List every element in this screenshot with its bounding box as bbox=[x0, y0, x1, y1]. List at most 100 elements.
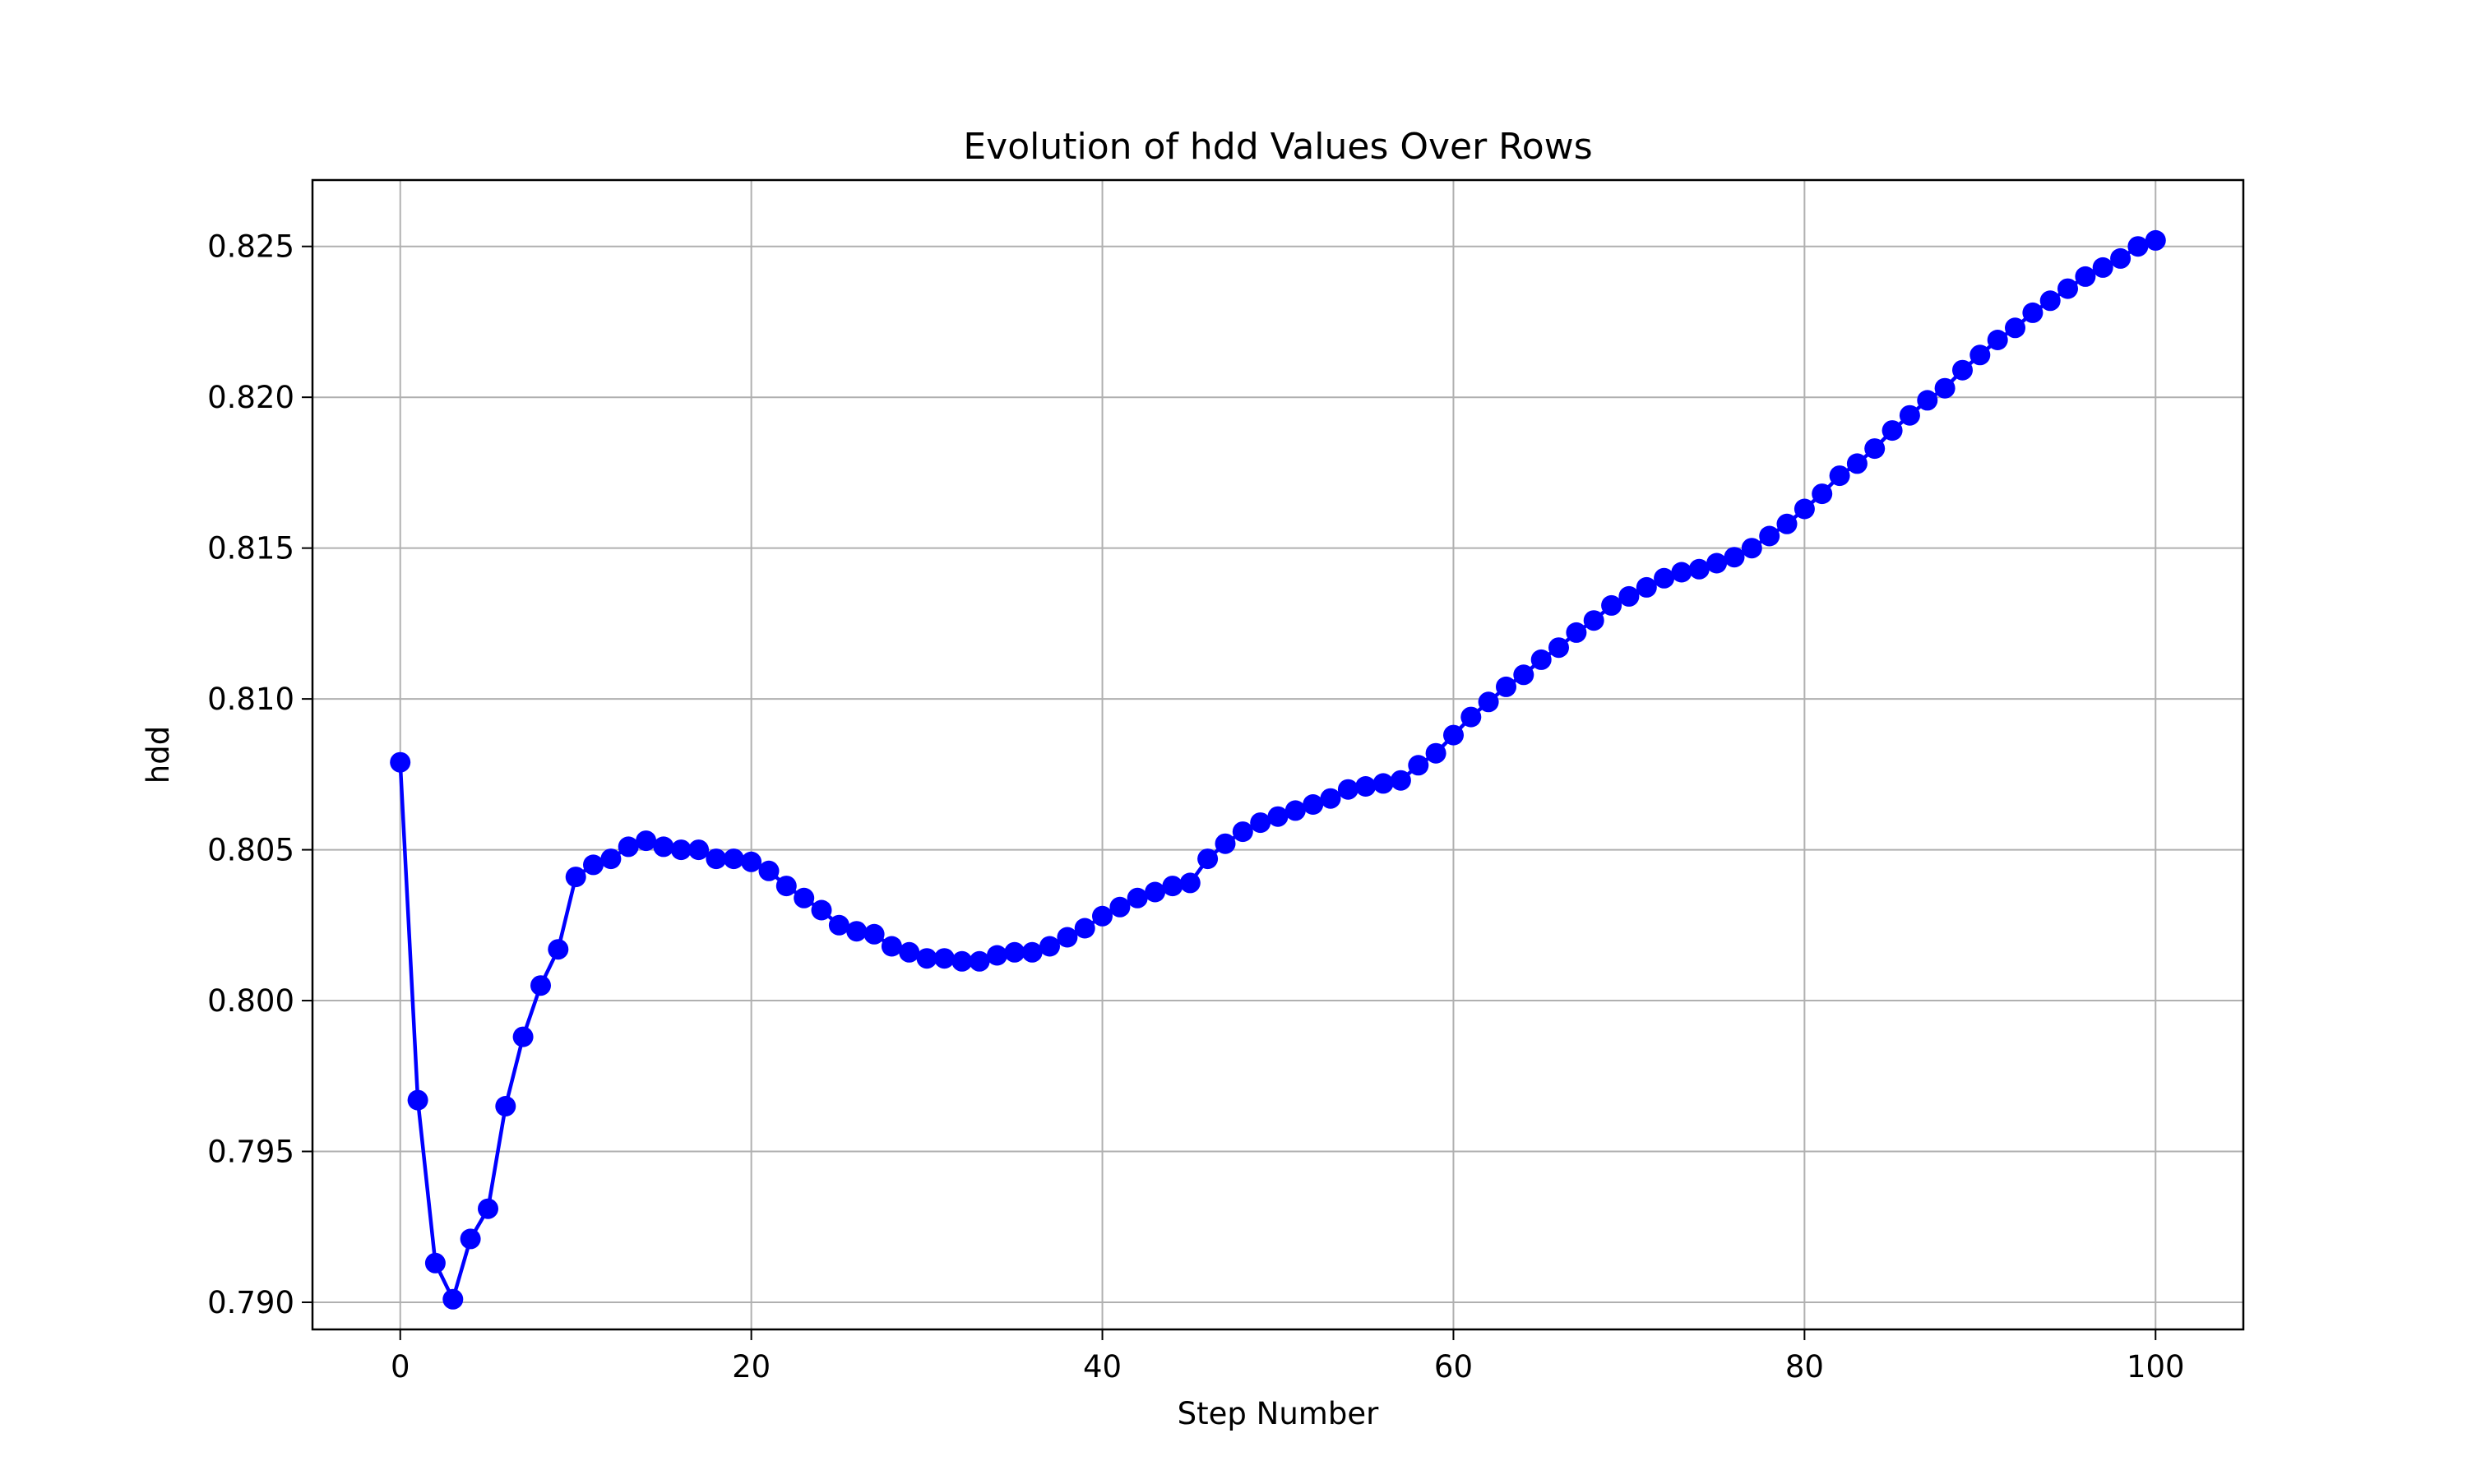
data-point bbox=[1548, 637, 1569, 659]
data-point bbox=[1601, 594, 1622, 616]
plot-frame bbox=[311, 178, 2245, 1331]
data-point bbox=[1460, 706, 1482, 728]
data-point bbox=[478, 1198, 498, 1219]
data-point bbox=[758, 860, 780, 881]
data-point bbox=[723, 848, 744, 870]
data-point bbox=[1179, 872, 1201, 894]
data-point bbox=[899, 941, 920, 963]
data-point bbox=[1724, 547, 1745, 568]
data-point bbox=[775, 876, 797, 897]
data-point bbox=[618, 836, 639, 858]
x-tick-label: 100 bbox=[2127, 1349, 2185, 1385]
data-point bbox=[1654, 567, 1675, 589]
data-point bbox=[881, 936, 902, 957]
y-tick-label: 0.825 bbox=[207, 229, 294, 265]
data-point bbox=[1039, 936, 1060, 957]
data-point bbox=[2145, 229, 2166, 251]
data-point bbox=[1794, 498, 1815, 520]
data-point bbox=[1846, 453, 1868, 474]
data-point bbox=[1881, 420, 1903, 442]
data-point bbox=[1267, 806, 1289, 827]
data-point bbox=[495, 1096, 516, 1116]
data-point bbox=[1197, 848, 1219, 870]
data-point bbox=[863, 923, 885, 945]
data-point bbox=[670, 839, 692, 861]
data-point bbox=[2057, 278, 2078, 299]
data-point bbox=[2127, 236, 2149, 257]
data-point bbox=[583, 854, 604, 876]
data-point bbox=[846, 921, 868, 942]
data-point bbox=[1074, 918, 1095, 939]
data-point bbox=[1021, 941, 1043, 963]
data-point bbox=[1530, 649, 1552, 670]
data-point bbox=[1337, 779, 1358, 800]
data-point bbox=[1127, 887, 1148, 908]
x-tick-label: 60 bbox=[1434, 1349, 1473, 1385]
data-point bbox=[1864, 438, 1886, 460]
x-tick-label: 40 bbox=[1083, 1349, 1122, 1385]
data-point bbox=[1776, 513, 1798, 534]
data-point bbox=[1706, 552, 1728, 574]
data-point bbox=[1232, 821, 1253, 843]
data-point bbox=[1583, 610, 1604, 631]
data-point bbox=[1390, 770, 1411, 791]
data-point bbox=[2110, 247, 2131, 269]
data-point bbox=[1987, 330, 2008, 350]
data-point bbox=[530, 975, 551, 996]
data-point bbox=[2092, 257, 2113, 278]
data-point bbox=[1408, 755, 1429, 776]
data-point bbox=[916, 948, 937, 969]
data-point bbox=[1513, 664, 1534, 686]
y-axis-label: hdd bbox=[141, 726, 176, 784]
ticks: 0 20 40 60 80 100 0.790 0.795 0.800 0.805 0.810 0.8… bbox=[207, 229, 2185, 1385]
data-point bbox=[565, 867, 586, 888]
x-axis-label: Step Number bbox=[1178, 1396, 1379, 1431]
y-tick-label: 0.815 bbox=[207, 531, 294, 566]
y-tick-label: 0.795 bbox=[207, 1135, 294, 1170]
data-point bbox=[1566, 622, 1587, 643]
data-point bbox=[1145, 881, 1166, 903]
series-layer bbox=[390, 229, 2166, 1310]
data-point bbox=[1688, 558, 1710, 580]
data-point bbox=[1917, 390, 1938, 411]
data-point bbox=[951, 950, 973, 972]
data-point bbox=[987, 945, 1007, 966]
data-point bbox=[1057, 927, 1078, 948]
data-point bbox=[706, 848, 727, 870]
data-point bbox=[1425, 742, 1446, 764]
data-point bbox=[2022, 302, 2043, 323]
data-point bbox=[390, 751, 411, 773]
x-tick-label: 80 bbox=[1785, 1349, 1824, 1385]
data-point bbox=[969, 950, 990, 972]
data-point bbox=[1741, 538, 1762, 559]
data-point bbox=[688, 839, 710, 861]
x-tick-label: 20 bbox=[732, 1349, 771, 1385]
data-point bbox=[1092, 905, 1113, 927]
data-point bbox=[1372, 773, 1394, 794]
data-point bbox=[512, 1026, 534, 1047]
y-tick-label: 0.820 bbox=[207, 380, 294, 415]
data-point bbox=[1969, 344, 1991, 366]
data-point bbox=[1618, 585, 1640, 607]
data-point bbox=[1899, 405, 1920, 426]
data-point bbox=[1250, 812, 1271, 834]
data-point bbox=[1162, 876, 1183, 897]
data-point bbox=[933, 948, 955, 969]
data-point bbox=[1355, 776, 1377, 797]
data-point bbox=[548, 939, 569, 960]
data-point bbox=[1320, 788, 1341, 809]
y-tick-label: 0.805 bbox=[207, 833, 294, 868]
data-point bbox=[828, 914, 849, 936]
data-point bbox=[1303, 794, 1324, 815]
data-point bbox=[1812, 483, 1833, 505]
data-point bbox=[1934, 377, 1956, 399]
data-point bbox=[653, 836, 674, 858]
data-point bbox=[407, 1089, 428, 1111]
data-point bbox=[2005, 317, 2025, 339]
data-point bbox=[1478, 691, 1499, 713]
data-point bbox=[1004, 941, 1025, 963]
data-point bbox=[794, 887, 815, 908]
data-point bbox=[600, 848, 622, 870]
